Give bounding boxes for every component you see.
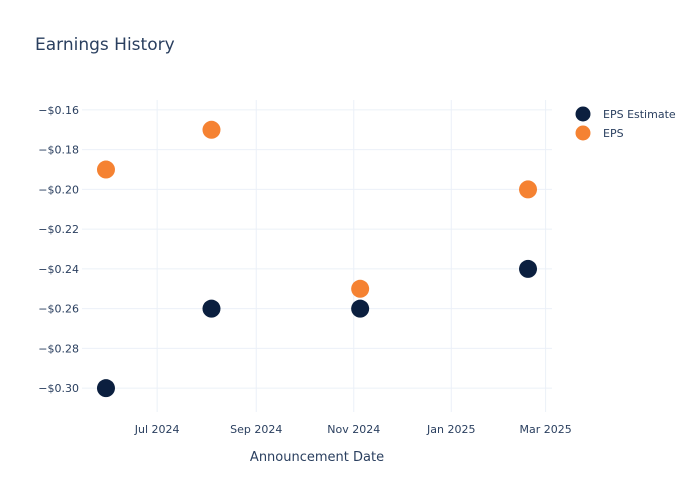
y-tick-label: −$0.30	[38, 382, 79, 395]
eps-estimate-point[interactable]	[351, 299, 370, 318]
y-tick-label: −$0.16	[38, 104, 79, 117]
grid-layer	[82, 100, 552, 412]
legend-label: EPS Estimate	[603, 108, 676, 121]
x-axis-ticks: Jul 2024 Sep 2024 Nov 2024 Jan 2025 Mar 2025	[134, 423, 572, 436]
y-tick-label: −$0.18	[38, 144, 79, 157]
x-axis-title: Announcement Date	[250, 450, 384, 465]
chart-title: Earnings History	[35, 35, 175, 55]
legend[interactable]: EPS Estimate EPS	[575, 106, 676, 141]
x-tick-label: Mar 2025	[519, 423, 571, 436]
legend-marker	[575, 106, 591, 122]
y-tick-label: −$0.28	[38, 342, 79, 355]
data-points	[96, 120, 538, 398]
eps-estimate-point[interactable]	[202, 299, 221, 318]
eps-point[interactable]	[519, 180, 538, 199]
x-tick-label: Jan 2025	[426, 423, 475, 436]
x-tick-label: Nov 2024	[327, 423, 380, 436]
eps-point[interactable]	[351, 279, 370, 298]
legend-item-eps[interactable]: EPS	[575, 125, 624, 141]
eps-point[interactable]	[96, 160, 115, 179]
eps-estimate-point[interactable]	[519, 259, 538, 278]
y-tick-label: −$0.20	[38, 183, 79, 196]
x-tick-label: Sep 2024	[230, 423, 282, 436]
legend-label: EPS	[603, 127, 624, 140]
y-axis-ticks: −$0.16 −$0.18 −$0.20 −$0.22 −$0.24 −$0.26 −$0.…	[38, 104, 79, 395]
y-tick-label: −$0.26	[38, 303, 79, 316]
eps-estimate-point[interactable]	[96, 379, 115, 398]
y-tick-label: −$0.24	[38, 263, 79, 276]
eps-point[interactable]	[202, 120, 221, 139]
y-tick-label: −$0.22	[38, 223, 79, 236]
legend-marker	[575, 125, 591, 141]
legend-item-eps-estimate[interactable]: EPS Estimate	[575, 106, 676, 122]
x-tick-label: Jul 2024	[134, 423, 180, 436]
